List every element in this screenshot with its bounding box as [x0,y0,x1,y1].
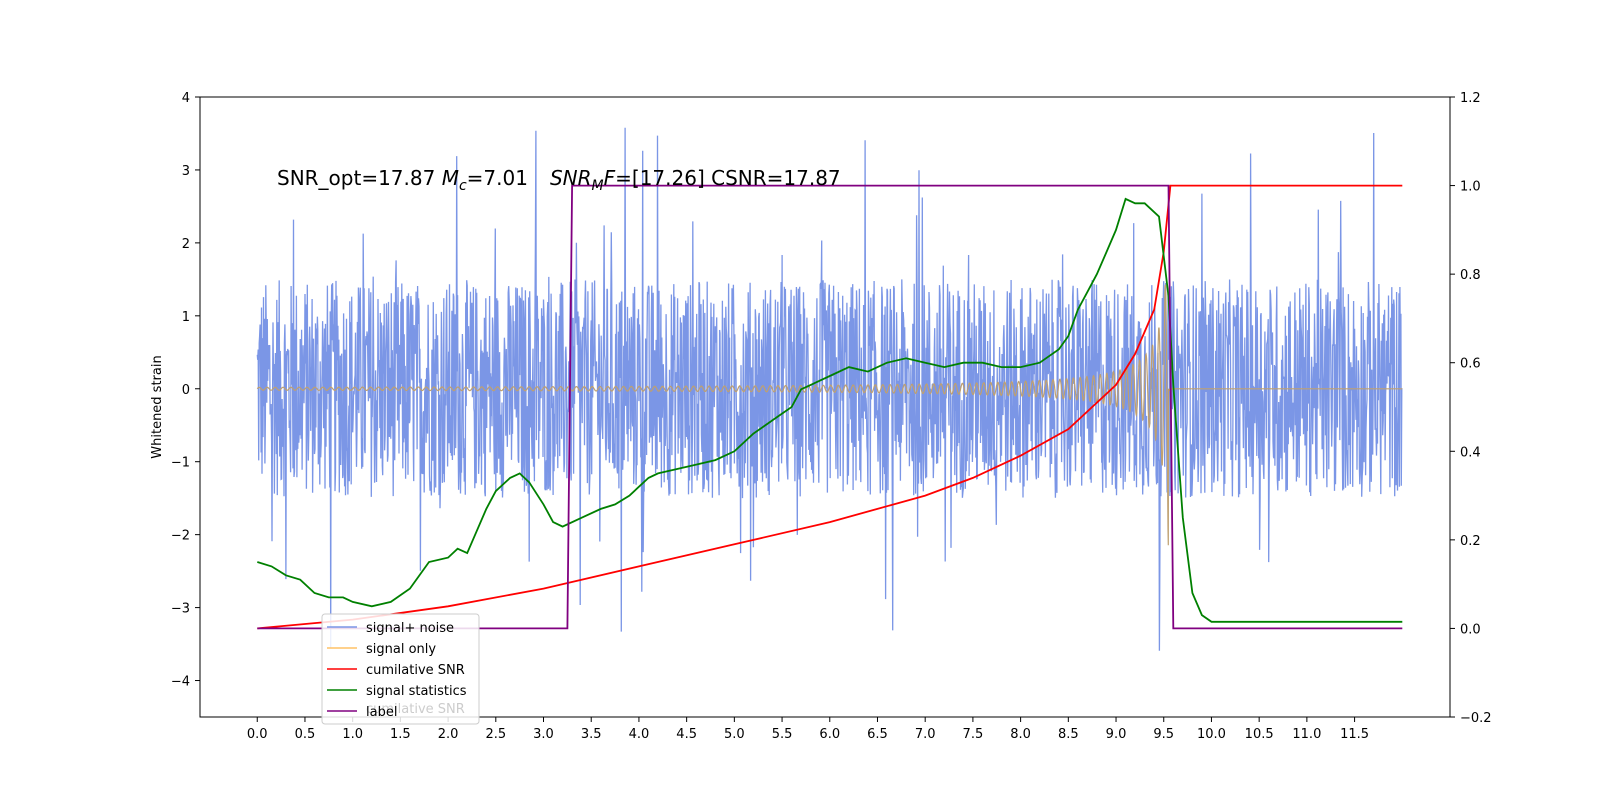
y-tick-label: 2 [182,237,190,252]
x-tick-label: 1.5 [390,727,411,742]
series-layer [256,127,1403,651]
annotation-snr-tail: F [604,166,616,190]
legend-label-statistics: signal statistics [366,684,467,699]
y-tick-label: −4 [171,675,190,690]
x-axis: 0.0 0.5 1.0 1.5 2.0 2.5 3.0 3.5 4.0 4.5 5.0 5.5 6.0 6… [247,717,1369,742]
x-tick-label: 0.0 [247,727,268,742]
x-tick-label: 11.0 [1292,727,1321,742]
annotation-mc-symbol: M [442,166,459,190]
x-tick-label: 8.0 [1010,727,1031,742]
y-axis-left: 4 3 2 1 0 −1 −2 −3 −4 [171,91,200,690]
annotation-snr-opt: SNR_opt=17.87 [277,166,442,190]
series-signal-noise [256,127,1403,651]
x-tick-label: 4.5 [676,727,697,742]
x-tick-label: 9.5 [1153,727,1174,742]
y2-tick-label: 0.8 [1460,268,1481,283]
legend-box [321,613,480,725]
series-signal-statistics [257,197,1403,623]
y2-tick-label: 1.0 [1460,180,1481,195]
annotation-mc-sub: c [459,178,467,194]
legend-label-label: label [366,705,397,720]
x-tick-label: 7.5 [963,727,984,742]
y-axis-right: 1.2 1.0 0.8 0.6 0.4 0.2 0.0 −0.2 [1450,91,1492,726]
annotation-snr-symbol: SNR [550,166,592,190]
x-tick-label: 4.0 [629,727,650,742]
x-tick-label: 5.5 [772,727,793,742]
y-tick-label: 4 [182,91,190,106]
x-tick-label: 0.5 [295,727,316,742]
y-tick-label: −1 [171,456,190,471]
series-label [257,184,1403,630]
series-signal-only [256,284,1403,546]
annotation-mc-value: =7.01 [467,166,528,190]
annotation-text: SNR_opt=17.87 Mc=7.01 SNRMF=[17.26] CSNR=… [277,166,841,194]
y2-tick-label: 0.6 [1460,357,1481,372]
x-tick-label: 6.5 [867,727,888,742]
x-tick-label: 9.0 [1106,727,1127,742]
y-tick-label: −2 [171,529,190,544]
y-axis-label: Whitened strain [150,355,165,458]
legend: cumilative SNR signal+ noise signal only… [321,613,480,725]
legend-label-cumsnr: cumilative SNR [366,663,465,678]
y-tick-label: −3 [171,602,190,617]
legend-ghost-text: cumilative SNR [366,702,465,717]
x-tick-label: 8.5 [1058,727,1079,742]
x-tick-label: 10.5 [1245,727,1274,742]
x-tick-label: 7.0 [915,727,936,742]
series-cumulative-snr [257,184,1403,630]
legend-label-noise: signal+ noise [366,621,454,636]
plot-frame [199,96,1451,718]
y2-tick-label: −0.2 [1460,711,1492,726]
y-tick-label: 1 [182,310,190,325]
y-tick-label: 0 [182,383,190,398]
x-tick-label: 3.5 [581,727,602,742]
y2-tick-label: 0.2 [1460,534,1481,549]
legend-label-signal: signal only [366,642,436,657]
x-tick-label: 2.5 [485,727,506,742]
x-tick-label: 3.0 [533,727,554,742]
y-tick-label: 3 [182,164,190,179]
y2-tick-label: 1.2 [1460,91,1481,106]
x-tick-label: 10.0 [1197,727,1226,742]
y2-tick-label: 0.4 [1460,445,1481,460]
x-tick-label: 2.0 [438,727,459,742]
x-tick-label: 1.0 [342,727,363,742]
x-tick-label: 5.0 [724,727,745,742]
x-tick-label: 11.5 [1340,727,1369,742]
annotation-snr-value: =[17.26] CSNR=17.87 [615,166,841,190]
y2-tick-label: 0.0 [1460,622,1481,637]
annotation-snr-sub: M [592,178,604,194]
x-tick-label: 6.0 [819,727,840,742]
